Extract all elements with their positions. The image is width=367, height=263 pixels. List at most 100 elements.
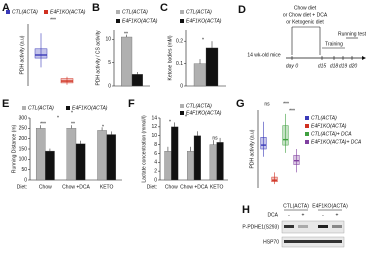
panel-letter: C <box>160 2 168 14</box>
blot-band <box>298 225 308 228</box>
panel-letter: A <box>2 2 10 14</box>
annotation: ** <box>71 121 75 127</box>
annotation: * <box>185 114 187 120</box>
legend-label: E4F1KO(ACTA) <box>50 9 86 15</box>
legend-label: E4F1KO(ACTA) <box>122 18 158 24</box>
annotation: *** <box>50 17 56 23</box>
x-tick-label: KETO <box>210 184 224 190</box>
legend-label: CTL(ACTA) <box>28 105 54 111</box>
y-tick-label: 150 <box>19 146 28 152</box>
bar <box>121 36 133 87</box>
x-axis-label: Diet: <box>17 184 27 190</box>
y-tick-label: 0 <box>24 177 27 183</box>
x-axis-label: Diet: <box>147 184 157 190</box>
bar <box>97 130 107 181</box>
day-label: d15 <box>318 63 327 69</box>
legend-label: CTL(ACTA) <box>186 103 212 109</box>
bar <box>45 150 55 181</box>
legend-marker <box>116 19 120 23</box>
panel-letter: G <box>236 98 245 110</box>
y-tick-label: 300 <box>19 115 28 121</box>
legend-marker <box>180 10 184 14</box>
legend-marker <box>22 106 26 110</box>
day-label: d18 <box>330 63 339 69</box>
annotation: * <box>102 124 104 130</box>
legend-label: E4F1KO(ACTA) <box>311 123 347 129</box>
y-tick-label: 50 <box>21 167 27 173</box>
annotation: * <box>57 115 59 121</box>
annotation: * <box>169 119 171 125</box>
sign: + <box>336 212 339 218</box>
panel-letter: D <box>238 4 246 16</box>
y-tick-label: 0 <box>108 83 111 89</box>
legend-label: E4F1KO(ACTA) <box>186 18 222 24</box>
y-tick-label: 0.2 <box>176 39 183 45</box>
y-tick-label: 10 <box>105 37 111 43</box>
day-label: d19 <box>339 63 348 69</box>
legend-marker <box>305 124 309 128</box>
x-tick-label: KETO <box>100 184 114 190</box>
y-tick-label: 200 <box>19 136 28 142</box>
legend-marker <box>180 104 184 108</box>
y-axis-label: Lactate concentration (mmol/l) <box>141 115 147 183</box>
y-tick-label: 6 <box>154 151 157 157</box>
annotation: * <box>71 110 73 116</box>
legend-marker <box>305 116 309 120</box>
legend-marker <box>180 111 184 115</box>
bar <box>35 128 46 181</box>
bar <box>106 134 117 181</box>
diet-text: Chow diet <box>294 5 317 11</box>
y-tick-label: 2 <box>154 168 157 174</box>
bar <box>187 151 195 181</box>
blot-band <box>332 225 342 228</box>
legend-marker <box>66 106 70 110</box>
legend-label: E4F1KO(ACTA)+ DCA <box>311 139 362 145</box>
mice-text: 14 wk-old mice <box>247 52 281 58</box>
panel-letter: H <box>242 204 250 216</box>
y-tick-label: 0 <box>180 83 183 89</box>
band-label: HSP70 <box>263 239 279 245</box>
diet-text: or Chow diet + DCA <box>283 12 328 18</box>
bar <box>205 47 219 87</box>
bar <box>131 74 143 87</box>
diet-text: or Ketogenic diet <box>286 19 324 25</box>
y-axis-label: Running Distance (m) <box>11 124 17 173</box>
legend-label: CTL(ACTA) <box>122 9 148 15</box>
y-tick-label: 250 <box>19 126 28 132</box>
bar <box>193 63 207 87</box>
bar <box>193 135 201 181</box>
y-axis-label: PDH activity / CS activity <box>95 30 101 86</box>
bar <box>66 128 77 181</box>
legend-marker <box>305 132 309 136</box>
box <box>260 137 267 150</box>
panel-letter: B <box>92 2 100 14</box>
arrowhead <box>362 56 366 60</box>
panel-letter: F <box>128 98 135 110</box>
panel-letter: E <box>2 98 9 110</box>
annotation: *** <box>40 121 46 127</box>
box <box>282 125 289 146</box>
sign: - <box>322 212 324 218</box>
bar <box>216 142 224 181</box>
legend-label: E4F1KO(ACTA) <box>186 110 222 116</box>
y-axis-label: PDH activity (a.u) <box>19 35 25 74</box>
bar <box>164 151 172 181</box>
annotation: ns <box>264 101 270 107</box>
legend-marker <box>116 10 120 14</box>
blot-strip <box>281 220 345 234</box>
box <box>271 176 278 183</box>
legend-marker <box>305 140 309 144</box>
bar <box>171 126 179 181</box>
sign: + <box>302 212 305 218</box>
annotation: ** <box>124 31 128 37</box>
y-tick-label: 10 <box>151 133 157 139</box>
day-label: day 0 <box>286 63 298 69</box>
y-tick-label: 5 <box>108 60 111 66</box>
y-tick-label: 4 <box>154 160 157 166</box>
legend-label: CTL(ACTA) <box>186 9 212 15</box>
group-label: CTL(ACTA) <box>283 203 309 209</box>
blot-band <box>284 225 294 228</box>
treatment-label: DCA <box>267 212 278 218</box>
day-label: d20 <box>349 63 358 69</box>
